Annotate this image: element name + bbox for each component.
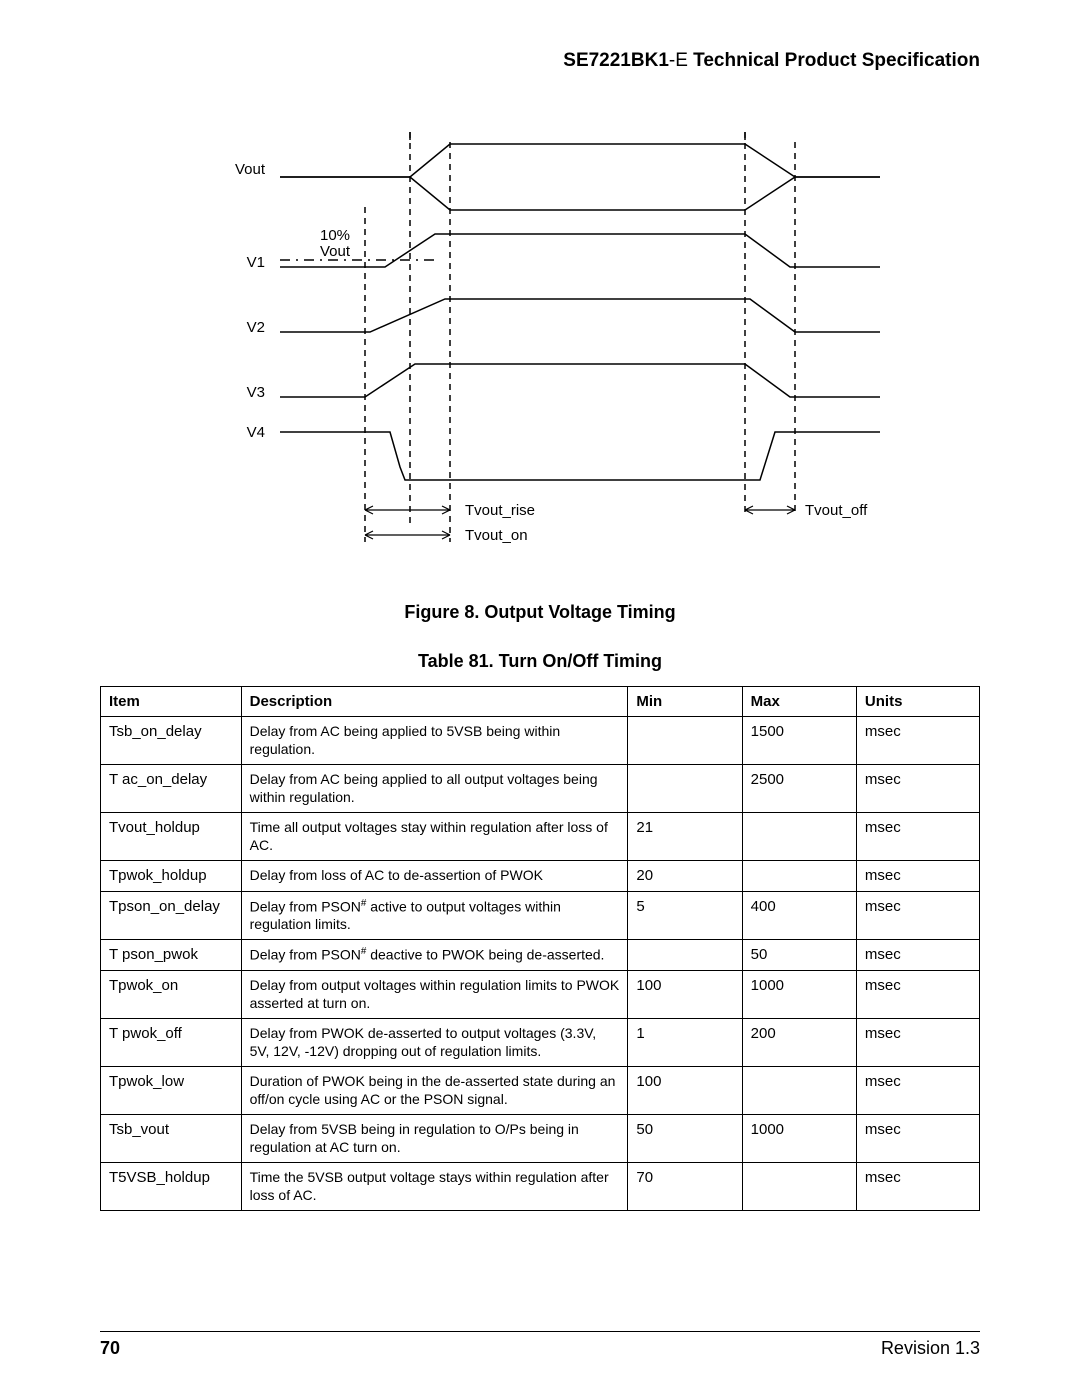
cell-item: Tpwok_on xyxy=(101,971,242,1019)
cell-min: 100 xyxy=(628,1067,742,1115)
cell-description: Time all output voltages stay within reg… xyxy=(241,813,628,861)
cell-item: T ac_on_delay xyxy=(101,765,242,813)
cell-item: Tsb_vout xyxy=(101,1115,242,1163)
cell-description: Time the 5VSB output voltage stays withi… xyxy=(241,1163,628,1211)
cell-units: msec xyxy=(856,1067,979,1115)
page-footer: 70 Revision 1.3 xyxy=(100,1331,980,1359)
cell-max: 2500 xyxy=(742,765,856,813)
cell-min xyxy=(628,717,742,765)
cell-item: Tpwok_holdup xyxy=(101,861,242,892)
cell-description: Delay from PSON# deactive to PWOK being … xyxy=(241,940,628,971)
cell-max: 1500 xyxy=(742,717,856,765)
sig-label-v1: V1 xyxy=(247,254,265,271)
timing-diagram: Vout V1 V2 V3 V4 10% Vout Tvout_rise Tvo… xyxy=(100,132,980,572)
cell-units: msec xyxy=(856,717,979,765)
header-suffix: -E xyxy=(669,50,688,71)
cell-description: Delay from loss of AC to de-assertion of… xyxy=(241,861,628,892)
cell-min xyxy=(628,940,742,971)
table-row: T pson_pwokDelay from PSON# deactive to … xyxy=(101,940,980,971)
sig-label-v3: V3 xyxy=(247,384,265,401)
col-min: Min xyxy=(628,687,742,717)
sig-label-v2: V2 xyxy=(247,319,265,336)
cell-max: 200 xyxy=(742,1019,856,1067)
cell-max: 400 xyxy=(742,891,856,940)
col-item: Item xyxy=(101,687,242,717)
sig-label-vout: Vout xyxy=(235,161,266,178)
cell-min: 100 xyxy=(628,971,742,1019)
lbl-tvout-rise: Tvout_rise xyxy=(465,502,535,519)
cell-max xyxy=(742,1163,856,1211)
table-row: Tpwok_lowDuration of PWOK being in the d… xyxy=(101,1067,980,1115)
cell-min: 70 xyxy=(628,1163,742,1211)
cell-units: msec xyxy=(856,891,979,940)
cell-units: msec xyxy=(856,971,979,1019)
cell-item: Tpwok_low xyxy=(101,1067,242,1115)
lbl-tvout-off: Tvout_off xyxy=(805,502,868,519)
cell-min xyxy=(628,765,742,813)
header-title: Technical Product Specification xyxy=(688,50,980,71)
timing-table: Item Description Min Max Units Tsb_on_de… xyxy=(100,686,980,1211)
cell-units: msec xyxy=(856,940,979,971)
lbl-tvout-on: Tvout_on xyxy=(465,527,528,544)
header-product: SE7221BK1 xyxy=(563,50,669,71)
table-row: T ac_on_delayDelay from AC being applied… xyxy=(101,765,980,813)
table-row: T5VSB_holdupTime the 5VSB output voltage… xyxy=(101,1163,980,1211)
table-row: Tsb_on_delayDelay from AC being applied … xyxy=(101,717,980,765)
revision-label: Revision 1.3 xyxy=(881,1338,980,1359)
table-row: Tvout_holdupTime all output voltages sta… xyxy=(101,813,980,861)
cell-item: T5VSB_holdup xyxy=(101,1163,242,1211)
cell-item: Tpson_on_delay xyxy=(101,891,242,940)
cell-units: msec xyxy=(856,1019,979,1067)
cell-description: Delay from AC being applied to all outpu… xyxy=(241,765,628,813)
cell-item: Tvout_holdup xyxy=(101,813,242,861)
cell-min: 5 xyxy=(628,891,742,940)
cell-description: Delay from output voltages within regula… xyxy=(241,971,628,1019)
table-row: Tpson_on_delayDelay from PSON# active to… xyxy=(101,891,980,940)
cell-max: 1000 xyxy=(742,1115,856,1163)
cell-description: Duration of PWOK being in the de-asserte… xyxy=(241,1067,628,1115)
cell-units: msec xyxy=(856,813,979,861)
cell-description: Delay from AC being applied to 5VSB bein… xyxy=(241,717,628,765)
cell-units: msec xyxy=(856,1163,979,1211)
cell-item: Tsb_on_delay xyxy=(101,717,242,765)
cell-min: 50 xyxy=(628,1115,742,1163)
cell-description: Delay from PSON# active to output voltag… xyxy=(241,891,628,940)
page-number: 70 xyxy=(100,1338,120,1359)
cell-description: Delay from 5VSB being in regulation to O… xyxy=(241,1115,628,1163)
cell-max: 1000 xyxy=(742,971,856,1019)
cell-max xyxy=(742,1067,856,1115)
page-header: SE7221BK1-E Technical Product Specificat… xyxy=(100,50,980,72)
table-row: T pwok_offDelay from PWOK de-asserted to… xyxy=(101,1019,980,1067)
cell-max xyxy=(742,813,856,861)
cell-max xyxy=(742,861,856,892)
table-caption: Table 81. Turn On/Off Timing xyxy=(100,651,980,672)
cell-item: T pwok_off xyxy=(101,1019,242,1067)
figure-caption: Figure 8. Output Voltage Timing xyxy=(100,602,980,623)
cell-units: msec xyxy=(856,1115,979,1163)
cell-max: 50 xyxy=(742,940,856,971)
cell-min: 1 xyxy=(628,1019,742,1067)
cell-min: 20 xyxy=(628,861,742,892)
table-header-row: Item Description Min Max Units xyxy=(101,687,980,717)
ann-10pct-2: Vout xyxy=(320,243,351,260)
col-units: Units xyxy=(856,687,979,717)
cell-units: msec xyxy=(856,861,979,892)
cell-units: msec xyxy=(856,765,979,813)
col-desc: Description xyxy=(241,687,628,717)
col-max: Max xyxy=(742,687,856,717)
table-row: Tpwok_holdupDelay from loss of AC to de-… xyxy=(101,861,980,892)
table-row: Tpwok_onDelay from output voltages withi… xyxy=(101,971,980,1019)
cell-min: 21 xyxy=(628,813,742,861)
ann-10pct-1: 10% xyxy=(320,227,350,244)
table-row: Tsb_voutDelay from 5VSB being in regulat… xyxy=(101,1115,980,1163)
cell-description: Delay from PWOK de-asserted to output vo… xyxy=(241,1019,628,1067)
cell-item: T pson_pwok xyxy=(101,940,242,971)
timing-svg: Vout V1 V2 V3 V4 10% Vout Tvout_rise Tvo… xyxy=(190,132,890,572)
sig-label-v4: V4 xyxy=(247,424,265,441)
